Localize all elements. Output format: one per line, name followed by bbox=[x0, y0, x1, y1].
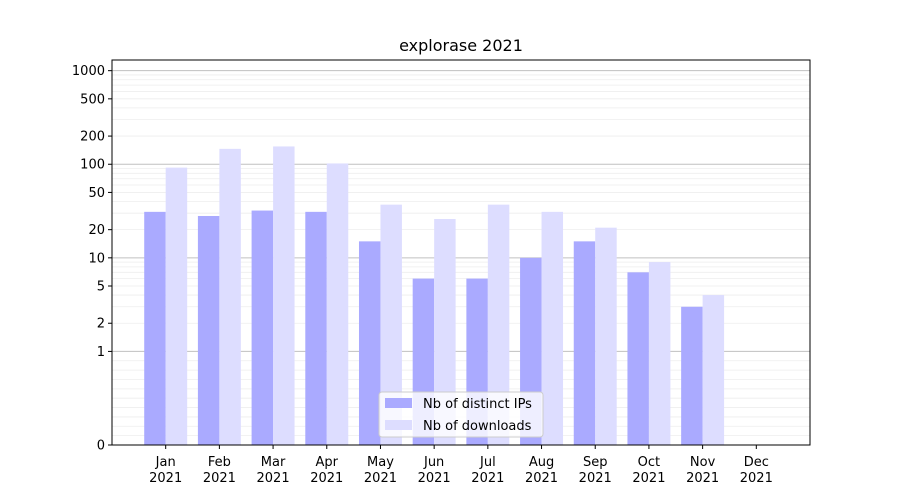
x-tick-label-year: 2021 bbox=[364, 471, 397, 486]
legend-frame bbox=[378, 391, 544, 438]
x-tick-label-year: 2021 bbox=[418, 471, 451, 486]
y-tick-label: 0 bbox=[97, 439, 105, 454]
x-tick-label-month: Sep bbox=[583, 455, 608, 470]
bar-distinct-ips-jan bbox=[144, 211, 166, 445]
bar-distinct-ips-feb bbox=[197, 215, 220, 445]
y-tick-label: 2 bbox=[97, 317, 105, 332]
x-tick-label-month: May bbox=[367, 455, 394, 470]
bar-downloads-aug bbox=[541, 211, 564, 445]
x-tick-label-month: Nov bbox=[690, 455, 716, 470]
x-tick-label-year: 2021 bbox=[525, 471, 558, 486]
y-axis: 0 1 2 5 10 20 50 100 200 500 1000 bbox=[72, 64, 112, 454]
x-tick-label-year: 2021 bbox=[471, 471, 504, 486]
x-tick-label-month: Jan bbox=[155, 455, 176, 470]
bar-distinct-ips-mar bbox=[251, 210, 274, 445]
legend: Nb of distinct IPs Nb of downloads bbox=[378, 391, 544, 438]
bar-distinct-ips-oct bbox=[627, 272, 649, 445]
x-tick-label-year: 2021 bbox=[579, 471, 612, 486]
y-tick-label: 1000 bbox=[72, 64, 105, 79]
x-tick-label-year: 2021 bbox=[740, 471, 773, 486]
plot-frame bbox=[111, 59, 811, 446]
x-tick-label-month: Mar bbox=[261, 455, 286, 470]
legend-label-downloads: Nb of downloads bbox=[423, 419, 532, 434]
bar-downloads-sep bbox=[595, 227, 617, 445]
bar-downloads-feb bbox=[219, 148, 241, 445]
y-tick-label: 5 bbox=[97, 280, 105, 295]
bar-downloads-apr bbox=[326, 163, 349, 445]
bars bbox=[144, 146, 725, 446]
x-tick-label-month: Dec bbox=[744, 455, 769, 470]
y-tick-label: 100 bbox=[80, 158, 105, 173]
bar-distinct-ips-nov bbox=[681, 306, 703, 445]
bar-distinct-ips-may bbox=[358, 241, 381, 445]
bar-downloads-nov bbox=[702, 295, 725, 445]
x-axis: Jan2021Feb2021Mar2021Apr2021May2021Jun20… bbox=[149, 445, 773, 486]
y-tick-label: 1 bbox=[97, 345, 105, 360]
x-tick-label-month: Jul bbox=[479, 455, 496, 470]
bar-downloads-jun bbox=[434, 218, 456, 445]
y-tick-label: 20 bbox=[88, 223, 105, 238]
x-tick-label-year: 2021 bbox=[149, 471, 182, 486]
x-tick-label-month: Oct bbox=[638, 455, 660, 470]
x-tick-label-month: Aug bbox=[529, 455, 554, 470]
y-tick-label: 10 bbox=[88, 251, 105, 266]
bar-downloads-may bbox=[380, 204, 402, 445]
x-tick-label-month: Apr bbox=[316, 455, 339, 470]
chart-title: explorase 2021 bbox=[399, 36, 523, 55]
y-tick-label: 500 bbox=[80, 92, 105, 107]
x-tick-label-year: 2021 bbox=[632, 471, 665, 486]
bar-downloads-jan bbox=[165, 167, 188, 445]
x-tick-label-month: Feb bbox=[208, 455, 231, 470]
x-tick-label-year: 2021 bbox=[257, 471, 290, 486]
legend-label-distinct-ips: Nb of distinct IPs bbox=[423, 397, 532, 412]
x-tick-label-year: 2021 bbox=[203, 471, 236, 486]
x-tick-label-month: Jun bbox=[423, 455, 444, 470]
legend-swatch-distinct-ips bbox=[385, 398, 412, 408]
x-tick-label-year: 2021 bbox=[310, 471, 343, 486]
bar-downloads-mar bbox=[273, 146, 295, 446]
y-tick-label: 50 bbox=[88, 186, 105, 201]
bar-downloads-oct bbox=[648, 262, 671, 445]
x-tick-label-year: 2021 bbox=[686, 471, 719, 486]
bar-downloads-jul bbox=[487, 204, 510, 445]
bar-distinct-ips-sep bbox=[573, 241, 596, 445]
legend-swatch-downloads bbox=[385, 420, 412, 430]
y-tick-label: 200 bbox=[80, 130, 105, 145]
bar-distinct-ips-apr bbox=[305, 211, 327, 445]
